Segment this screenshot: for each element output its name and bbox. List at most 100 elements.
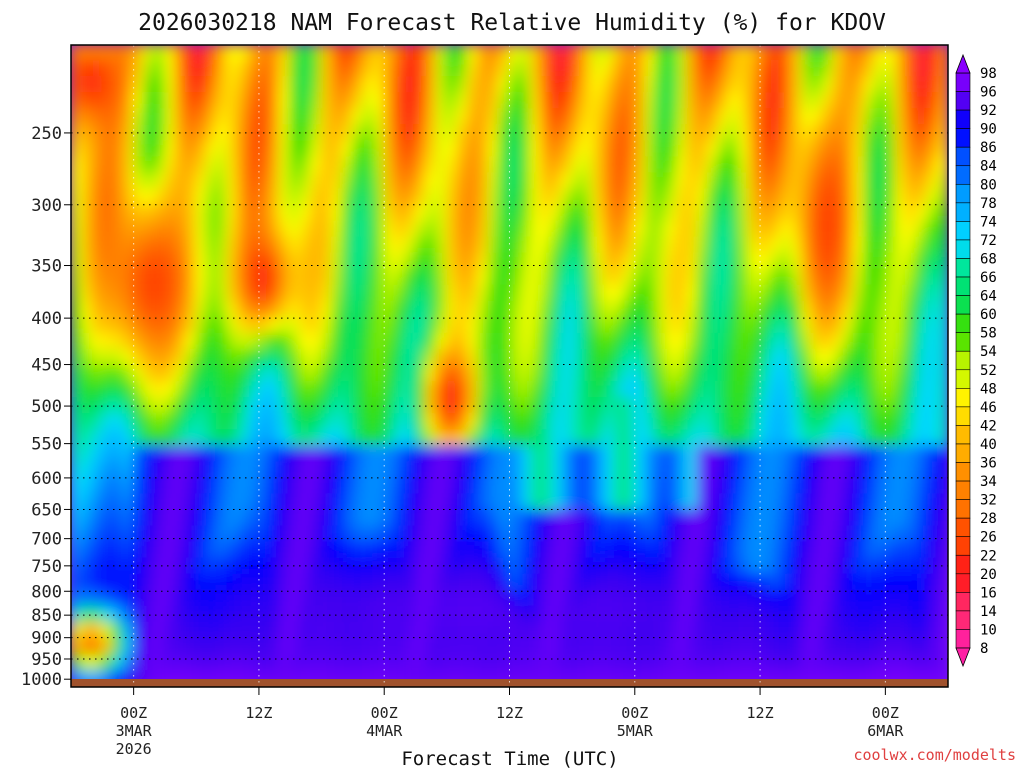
heatmap-cell xyxy=(550,557,563,576)
heatmap-cell xyxy=(915,348,929,367)
heatmap-cell xyxy=(644,461,657,480)
heatmap-cell xyxy=(508,284,521,303)
heatmap-cell xyxy=(790,124,803,143)
heatmap-cell xyxy=(738,284,751,303)
heatmap-cell xyxy=(738,429,751,448)
heatmap-cell xyxy=(153,45,166,63)
heatmap-cell xyxy=(842,156,856,175)
heatmap-cell xyxy=(800,108,814,127)
heatmap-cell xyxy=(508,589,521,608)
heatmap-cell xyxy=(518,124,532,143)
heatmap-cell xyxy=(310,365,323,384)
heatmap-cell xyxy=(435,413,448,432)
heatmap-cell xyxy=(383,76,396,95)
heatmap-cell xyxy=(759,284,772,303)
heatmap-cell xyxy=(644,124,657,143)
heatmap-cell xyxy=(466,332,480,351)
heatmap-cell xyxy=(122,284,135,303)
credit-link[interactable]: coolwx.com/modelts xyxy=(853,746,1016,764)
heatmap-cell xyxy=(706,140,720,159)
heatmap-cell xyxy=(873,300,887,319)
heatmap-cell xyxy=(205,541,219,560)
heatmap-cell xyxy=(362,188,375,207)
heatmap-cell xyxy=(477,381,490,400)
colorbar-label: 34 xyxy=(980,474,997,490)
heatmap-cell xyxy=(790,108,803,127)
heatmap-cell xyxy=(71,268,83,287)
heatmap-cell xyxy=(383,45,396,63)
heatmap-cell xyxy=(414,300,427,319)
heatmap-cell xyxy=(90,348,104,367)
heatmap-cell xyxy=(404,605,417,624)
heatmap-cell xyxy=(477,365,490,384)
heatmap-cell xyxy=(237,252,250,271)
heatmap-cell xyxy=(414,509,427,528)
heatmap-cell xyxy=(853,525,866,544)
heatmap-cell xyxy=(842,124,856,143)
heatmap-cell xyxy=(268,413,281,432)
heatmap-cell xyxy=(529,365,542,384)
heatmap-cell xyxy=(706,156,720,175)
heatmap-cell xyxy=(592,268,605,287)
heatmap-cell xyxy=(163,236,177,255)
heatmap-cell xyxy=(268,284,281,303)
heatmap-cell xyxy=(393,268,407,287)
heatmap-cell xyxy=(195,429,208,448)
heatmap-cell xyxy=(654,541,668,560)
heatmap-cell xyxy=(727,45,741,63)
heatmap-cell xyxy=(508,413,521,432)
heatmap-cell xyxy=(759,124,772,143)
heatmap-cell xyxy=(571,445,584,464)
heatmap-cell xyxy=(602,621,615,640)
heatmap-cell xyxy=(936,332,948,351)
heatmap-cell xyxy=(498,381,511,400)
heatmap-cell xyxy=(477,605,490,624)
heatmap-cell xyxy=(331,413,344,432)
heatmap-cell xyxy=(466,300,480,319)
heatmap-cell xyxy=(80,60,93,79)
heatmap-cell xyxy=(237,445,250,464)
heatmap-cell xyxy=(717,332,730,351)
heatmap-cell xyxy=(706,284,720,303)
heatmap-cell xyxy=(529,637,542,656)
heatmap-cell xyxy=(341,252,354,271)
heatmap-cell xyxy=(779,300,793,319)
colorbar-swatch xyxy=(955,183,971,204)
heatmap-cell xyxy=(195,589,208,608)
heatmap-cell xyxy=(926,461,939,480)
heatmap-cell xyxy=(571,316,584,335)
colorbar-label: 26 xyxy=(980,530,997,546)
heatmap-cell xyxy=(821,252,835,271)
heatmap-cell xyxy=(414,284,427,303)
heatmap-cell xyxy=(863,60,876,79)
heatmap-cell xyxy=(393,541,407,560)
heatmap-cell xyxy=(675,316,688,335)
heatmap-cell xyxy=(247,621,260,640)
heatmap-cell xyxy=(644,637,657,656)
heatmap-cell xyxy=(727,557,741,576)
heatmap-cell xyxy=(863,172,876,191)
heatmap-cell xyxy=(80,605,93,624)
heatmap-cell xyxy=(163,348,177,367)
heatmap-cell xyxy=(247,397,260,416)
heatmap-cell xyxy=(832,188,845,207)
heatmap-cell xyxy=(80,445,93,464)
heatmap-cell xyxy=(759,332,772,351)
heatmap-cell xyxy=(362,621,375,640)
heatmap-cell xyxy=(685,461,699,480)
heatmap-cell xyxy=(362,204,375,223)
heatmap-cell xyxy=(216,220,229,239)
heatmap-cell xyxy=(842,236,856,255)
heatmap-cell xyxy=(257,268,271,287)
heatmap-cell xyxy=(612,252,626,271)
heatmap-cell xyxy=(696,365,709,384)
heatmap-cell xyxy=(759,268,772,287)
heatmap-cell xyxy=(759,204,772,223)
heatmap-cell xyxy=(581,557,595,576)
heatmap-cell xyxy=(675,541,688,560)
heatmap-cell xyxy=(518,172,532,191)
heatmap-cell xyxy=(665,108,678,127)
heatmap-cell xyxy=(247,429,260,448)
heatmap-cell xyxy=(842,60,856,79)
heatmap-cell xyxy=(477,589,490,608)
